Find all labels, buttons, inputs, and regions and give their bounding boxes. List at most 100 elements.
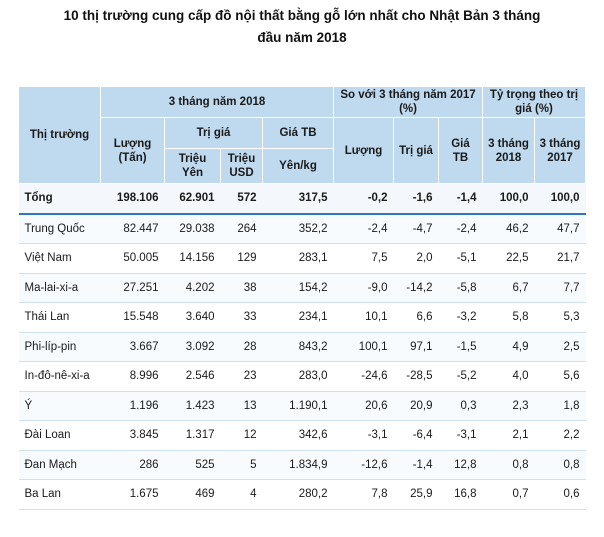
cell-usd: 572 <box>220 183 263 215</box>
header-cmp-value: Trị giá <box>393 117 440 184</box>
cell-s17: 21,7 <box>534 243 586 274</box>
header-share: Tỷ trọng theo trị giá (%) <box>482 86 587 118</box>
cell-s18: 4,9 <box>482 332 535 362</box>
cell-cval: -14,2 <box>393 273 439 303</box>
cell-cprice: -1,4 <box>438 183 483 215</box>
cell-cprice: -5,8 <box>438 273 483 303</box>
table-row: Ba Lan 1.675 469 4 280,2 7,8 25,9 16,8 0,7 0,6 <box>18 479 586 510</box>
cell-cvol: -24,6 <box>333 361 394 392</box>
cell-s18: 0,7 <box>482 479 535 510</box>
cell-cprice: -5,2 <box>438 361 483 392</box>
header-volume: Lượng (Tấn) <box>100 117 165 184</box>
title-line-1: 10 thị trường cung cấp đồ nội thất bằng … <box>63 8 541 23</box>
cell-s18: 5,8 <box>482 302 535 333</box>
table-row: In-đô-nê-xi-a 8.996 2.546 23 283,0 -24,6 -28,5… <box>18 361 586 392</box>
cell-yen: 62.901 <box>164 183 221 215</box>
table-row: Đan Mạch 286 525 5 1.834,9 -12,6 -1,4 12,8 0,8 0,… <box>18 450 586 480</box>
cell-price: 283,0 <box>262 361 334 392</box>
cell-cval: 6,6 <box>393 302 439 333</box>
header-million-yen: Triệu Yên <box>164 148 221 184</box>
cell-vol: 1.675 <box>100 479 165 510</box>
cell-usd: 13 <box>220 391 263 421</box>
header-compare: So với 3 tháng năm 2017 (%) <box>333 86 484 118</box>
cell-usd: 28 <box>220 332 263 362</box>
cell-yen: 3.640 <box>164 302 221 333</box>
cell-s18: 22,5 <box>482 243 535 274</box>
cell-vol: 1.196 <box>100 391 165 421</box>
cell-s17: 5,6 <box>534 361 586 392</box>
header-share-2018: 3 tháng 2018 <box>482 117 536 184</box>
header-avg-price: Giá TB <box>261 117 335 149</box>
page-title: 10 thị trường cung cấp đồ nội thất bằng … <box>0 5 604 49</box>
cell-price: 843,2 <box>262 332 334 362</box>
header-value: Trị giá <box>164 117 263 149</box>
cell-usd: 38 <box>220 273 263 303</box>
title-line-2: đầu năm 2018 <box>257 30 347 45</box>
cell-price: 1.834,9 <box>262 450 334 480</box>
cell-price: 317,5 <box>262 183 334 215</box>
cell-cval: -6,4 <box>393 420 439 451</box>
cell-yen: 1.423 <box>164 391 221 421</box>
cell-yen: 14.156 <box>164 243 221 274</box>
cell-yen: 3.092 <box>164 332 221 362</box>
cell-price: 352,2 <box>262 213 334 244</box>
cell-yen: 2.546 <box>164 361 221 392</box>
header-share-2017: 3 tháng 2017 <box>534 117 587 184</box>
cell-cvol: -9,0 <box>333 273 394 303</box>
cell-cval: 2,0 <box>393 243 439 274</box>
cell-cvol: 100,1 <box>333 332 394 362</box>
table-row: Phi-líp-pin 3.667 3.092 28 843,2 100,1 97,1 -1,… <box>18 332 586 362</box>
cell-cvol: 10,1 <box>333 302 394 333</box>
cell-vol: 286 <box>100 450 165 480</box>
cell-s18: 46,2 <box>482 213 535 244</box>
cell-price: 154,2 <box>262 273 334 303</box>
cell-s18: 0,8 <box>482 450 535 480</box>
cell-yen: 4.202 <box>164 273 221 303</box>
cell-name: Trung Quốc <box>18 213 101 244</box>
header-cmp-price: Giá TB <box>438 117 484 184</box>
market-table: Thị trường 3 tháng năm 2018 So với 3 thá… <box>18 86 587 510</box>
cell-price: 280,2 <box>262 479 334 510</box>
cell-name: Đan Mạch <box>18 450 101 480</box>
total-row: Tổng 198.106 62.901 572 317,5 -0,2 -1,6 -1,4 100… <box>18 183 586 215</box>
cell-usd: 5 <box>220 450 263 480</box>
table-row: Thái Lan 15.548 3.640 33 234,1 10,1 6,6 -3,2 5,8… <box>18 302 586 333</box>
table-row: Ý 1.196 1.423 13 1.190,1 20,6 20,9 0,3 2,3 1,8 <box>18 391 586 421</box>
cell-cval: 97,1 <box>393 332 439 362</box>
cell-s17: 0,8 <box>534 450 586 480</box>
cell-price: 283,1 <box>262 243 334 274</box>
cell-name: Việt Nam <box>18 243 101 274</box>
cell-vol: 3.667 <box>100 332 165 362</box>
cell-s18: 2,1 <box>482 420 535 451</box>
cell-usd: 264 <box>220 213 263 244</box>
header-period: 3 tháng năm 2018 <box>99 86 335 118</box>
cell-price: 1.190,1 <box>262 391 334 421</box>
cell-yen: 469 <box>164 479 221 510</box>
cell-usd: 4 <box>220 479 263 510</box>
cell-yen: 1.317 <box>164 420 221 451</box>
cell-vol: 82.447 <box>100 213 165 244</box>
table-body: Tổng 198.106 62.901 572 317,5 -0,2 -1,6 -1,4 100… <box>18 183 586 510</box>
cell-cvol: 7,8 <box>333 479 394 510</box>
table-row: Trung Quốc 82.447 29.038 264 352,2 -2,4 -4,7 -2… <box>18 213 586 244</box>
cell-cvol: -12,6 <box>333 450 394 480</box>
cell-cvol: -3,1 <box>333 420 394 451</box>
cell-cvol: -2,4 <box>333 213 394 244</box>
cell-vol: 3.845 <box>100 420 165 451</box>
cell-cprice: -3,1 <box>438 420 483 451</box>
cell-vol: 15.548 <box>100 302 165 333</box>
cell-usd: 23 <box>220 361 263 392</box>
cell-cval: -28,5 <box>393 361 439 392</box>
cell-usd: 33 <box>220 302 263 333</box>
cell-s17: 7,7 <box>534 273 586 303</box>
cell-s18: 4,0 <box>482 361 535 392</box>
table-row: Ma-lai-xi-a 27.251 4.202 38 154,2 -9,0 -14,2 -5… <box>18 273 586 303</box>
cell-s17: 2,5 <box>534 332 586 362</box>
cell-s17: 0,6 <box>534 479 586 510</box>
table-row: Đài Loan 3.845 1.317 12 342,6 -3,1 -6,4 -3,1 2,1… <box>18 420 586 451</box>
cell-s17: 47,7 <box>534 213 586 244</box>
cell-price: 342,6 <box>262 420 334 451</box>
cell-vol: 8.996 <box>100 361 165 392</box>
header-million-usd: Triệu USD <box>220 148 263 184</box>
cell-vol: 198.106 <box>100 183 165 215</box>
